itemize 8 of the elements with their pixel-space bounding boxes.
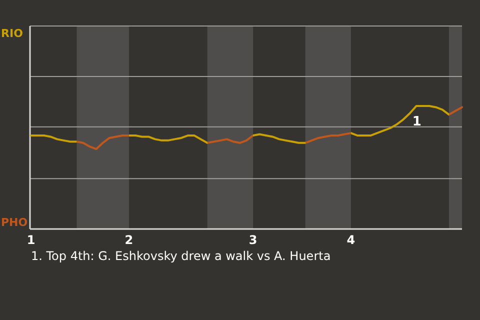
- x-tick-label: 3: [248, 233, 258, 247]
- text: RIO: [1, 27, 23, 40]
- text: 1. Top 4th: G. Eshkovsky drew a walk vs A. Huerta: [31, 249, 331, 263]
- annotation: 1: [412, 114, 422, 130]
- x-tick-label: 2: [124, 233, 134, 247]
- x-tick-label: 1: [26, 233, 36, 247]
- text: PHO: [1, 216, 28, 229]
- x-tick-label: 4: [346, 233, 356, 247]
